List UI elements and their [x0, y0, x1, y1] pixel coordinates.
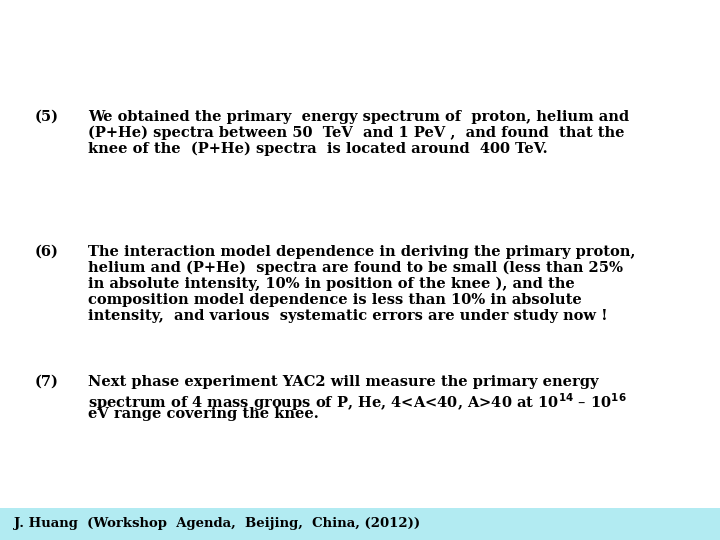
Text: spectrum of 4 mass groups of P, He, 4<A<40, A>40 at 10$\mathbf{^{14}}$ – 10$\mat: spectrum of 4 mass groups of P, He, 4<A<…: [88, 391, 626, 413]
Text: J. Huang  (Workshop  Agenda,  Beijing,  China, (2012)): J. Huang (Workshop Agenda, Beijing, Chin…: [14, 517, 420, 530]
Text: (6): (6): [35, 245, 59, 259]
Text: intensity,  and various  systematic errors are under study now !: intensity, and various systematic errors…: [88, 309, 608, 323]
Text: We obtained the primary  energy spectrum of  proton, helium and: We obtained the primary energy spectrum …: [88, 110, 629, 124]
Text: helium and (P+He)  spectra are found to be small (less than 25%: helium and (P+He) spectra are found to b…: [88, 261, 623, 275]
Text: Next phase experiment YAC2 will measure the primary energy: Next phase experiment YAC2 will measure …: [88, 375, 598, 389]
Text: (5): (5): [35, 110, 59, 124]
Text: eV range covering the knee.: eV range covering the knee.: [88, 407, 319, 421]
Text: (P+He) spectra between 50  TeV  and 1 PeV ,  and found  that the: (P+He) spectra between 50 TeV and 1 PeV …: [88, 126, 624, 140]
Text: composition model dependence is less than 10% in absolute: composition model dependence is less tha…: [88, 293, 582, 307]
Text: The interaction model dependence in deriving the primary proton,: The interaction model dependence in deri…: [88, 245, 635, 259]
Text: (7): (7): [35, 375, 59, 389]
Text: knee of the  (P+He) spectra  is located around  400 TeV.: knee of the (P+He) spectra is located ar…: [88, 142, 548, 157]
Text: in absolute intensity, 10% in position of the knee ), and the: in absolute intensity, 10% in position o…: [88, 277, 575, 292]
FancyBboxPatch shape: [0, 508, 720, 540]
